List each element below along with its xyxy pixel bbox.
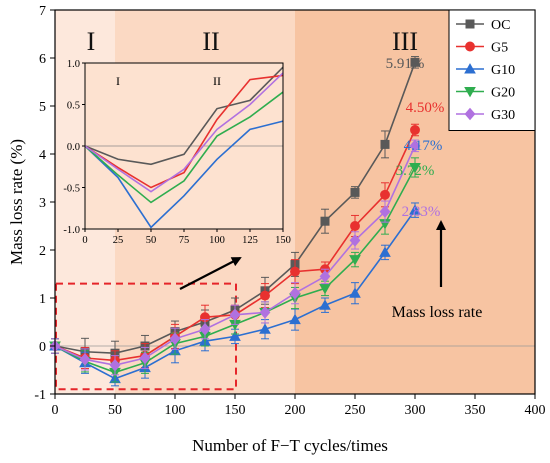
y-tick-label: 0 [39, 340, 46, 355]
legend-item-oc: OC [456, 18, 510, 33]
end-value-label-g5: 4.50% [406, 100, 445, 116]
inset-y-tick-label: 1.0 [67, 59, 80, 70]
data-point-g30 [259, 306, 271, 319]
y-tick-label: 6 [39, 52, 46, 67]
inset-x-tick-label: 0 [82, 235, 87, 246]
data-point-g30 [349, 234, 361, 247]
data-point-g20 [319, 283, 331, 295]
y-tick-label: 1 [39, 292, 46, 307]
zoom-arrow [179, 257, 242, 290]
inset-x-tick-label: 125 [242, 235, 258, 246]
inset-y-tick-label: 0.5 [67, 101, 80, 112]
inset-line-g20 [84, 91, 284, 204]
inset-region-label-I: I [116, 74, 120, 88]
end-value-label-g30: 2.83% [402, 204, 441, 220]
data-point-g30 [319, 270, 331, 283]
data-point-g5 [380, 189, 390, 200]
inset-y-tick-label: -0.5 [63, 184, 80, 195]
region-label-III: III [392, 27, 418, 56]
data-point-g10 [409, 204, 421, 215]
x-tick-label: 0 [52, 403, 59, 418]
y-tick-label: 5 [39, 100, 46, 115]
legend-item-g5: G5 [456, 41, 508, 56]
data-point-oc [320, 216, 330, 226]
end-value-label-oc: 5.91% [386, 56, 425, 72]
data-point-g5 [410, 125, 420, 135]
inset-x-tick-label: 25 [113, 235, 124, 246]
y-tick-label: 2 [39, 244, 46, 259]
data-point-g10 [229, 330, 241, 341]
x-tick-label: 350 [465, 403, 486, 418]
data-point-oc [380, 139, 390, 149]
x-tick-label: 400 [525, 403, 546, 418]
data-point-g30 [379, 205, 391, 218]
data-point-g30 [109, 358, 121, 372]
legend-label: G10 [491, 63, 515, 78]
inset-x-tick-label: 75 [179, 235, 190, 246]
x-tick-label: 250 [345, 403, 366, 418]
x-tick-label: 200 [285, 403, 306, 418]
y-tick-label: -1 [34, 388, 46, 403]
legend-box [448, 9, 536, 131]
x-axis-label: Number of F−T cycles/times [192, 436, 388, 455]
legend-label: OC [491, 18, 510, 33]
region-label-II: II [202, 27, 219, 56]
inset-line-g10 [84, 120, 284, 229]
data-point-g20 [409, 162, 421, 174]
legend-label: G5 [491, 41, 508, 56]
legend-marker [464, 107, 476, 121]
inset-y-tick-label: 0.0 [67, 142, 80, 153]
y-axis-label: Mass loss rate (%) [7, 139, 26, 265]
data-point-g10 [379, 246, 391, 257]
y-tick-label: 4 [39, 148, 46, 163]
inset-line-g30 [84, 72, 284, 193]
y-tick-label: 3 [39, 196, 46, 211]
inset-x-tick-label: 50 [146, 235, 157, 246]
x-tick-label: 50 [108, 403, 122, 418]
data-point-g10 [289, 313, 301, 325]
data-point-g30 [79, 353, 91, 366]
inset-line-g5 [84, 74, 284, 189]
legend-marker [464, 87, 476, 98]
x-tick-label: 100 [165, 403, 186, 418]
data-point-g30 [199, 322, 211, 336]
data-point-g5 [350, 221, 360, 231]
data-point-g10 [259, 323, 271, 334]
data-point-oc [350, 187, 360, 197]
region-label-I: I [87, 27, 96, 56]
inset-x-tick-label: 100 [209, 235, 225, 246]
data-point-g10 [349, 287, 361, 298]
x-tick-label: 300 [405, 403, 426, 418]
legend-item-g10: G10 [456, 63, 515, 78]
legend-item-g30: G30 [456, 107, 515, 123]
data-point-g20 [229, 319, 241, 331]
inset-y-tick-label: -1.0 [63, 225, 80, 236]
inset-region-label-II: II [213, 74, 221, 88]
legend-marker [464, 63, 476, 74]
y-tick-label: 7 [39, 4, 46, 19]
data-point-g10 [319, 299, 331, 310]
legend-item-g20: G20 [456, 86, 515, 101]
legend-marker [465, 41, 475, 52]
data-point-g30 [169, 332, 181, 346]
end-value-label-g20: 3.72% [396, 163, 435, 179]
data-point-g30 [139, 351, 151, 365]
data-point-g30 [229, 308, 241, 322]
legend-label: G30 [491, 108, 515, 123]
legend-label: G20 [491, 86, 515, 101]
end-value-label-g10: 4.17% [404, 138, 443, 154]
data-point-g20 [349, 255, 361, 266]
data-point-g30 [409, 139, 421, 153]
inset-line-oc [84, 66, 284, 166]
data-point-g5 [260, 290, 270, 301]
x-tick-label: 150 [225, 403, 246, 418]
data-point-g5 [290, 266, 300, 277]
legend-marker [465, 19, 475, 29]
mass-loss-annotation: Mass loss rate [392, 304, 483, 321]
inset-x-tick-label: 150 [275, 235, 291, 246]
data-point-oc [410, 57, 420, 67]
data-point-g30 [289, 286, 301, 300]
